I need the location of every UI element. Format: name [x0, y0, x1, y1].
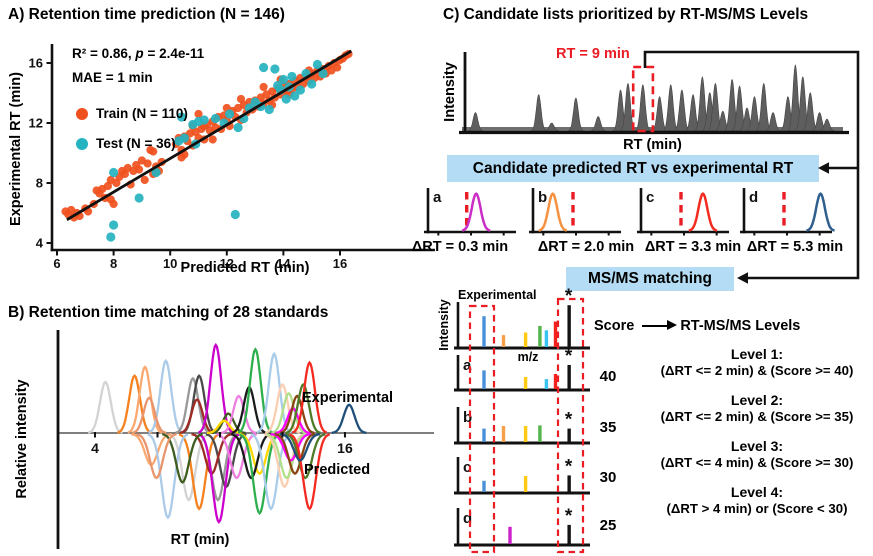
- candidate-banner: Candidate predicted RT vs experimental R…: [447, 155, 819, 182]
- delta-rt-label-c: ΔRT = 3.3 min: [644, 239, 742, 255]
- score-value-d: 25: [599, 517, 617, 534]
- svg-text:12: 12: [220, 256, 234, 271]
- b-experimental-label: Experimental: [302, 390, 394, 406]
- b-xaxis-label: RT (min): [170, 532, 230, 548]
- svg-text:a: a: [433, 189, 442, 206]
- svg-text:*: *: [565, 410, 573, 431]
- arrowhead-candidate-icon: [818, 162, 829, 174]
- b-yaxis-label: Relative intensity: [14, 379, 30, 499]
- p-label: p: [135, 46, 144, 61]
- legend-test: Test (N = 36): [76, 136, 176, 151]
- r2-value: R² = 0.86,: [72, 46, 132, 61]
- p-value: = 2.4e-11: [147, 46, 205, 61]
- svg-text:*: *: [565, 456, 573, 477]
- legend-train-label: Train (N = 110): [96, 106, 188, 121]
- svg-text:16: 16: [333, 256, 347, 271]
- svg-text:*: *: [565, 286, 573, 307]
- c-rt9-annotation: RT = 9 min: [556, 46, 630, 62]
- svg-text:8: 8: [36, 176, 43, 191]
- svg-text:c: c: [463, 459, 471, 476]
- svg-text:16: 16: [337, 440, 353, 456]
- svg-text:d: d: [749, 189, 758, 206]
- test-dot-icon: [76, 137, 88, 150]
- stats-r2: R² = 0.86, p = 2.4e-11: [72, 46, 204, 61]
- train-dot-icon: [76, 107, 88, 120]
- svg-text:*: *: [565, 346, 573, 367]
- a-xaxis-label: Predicted RT (min): [180, 260, 310, 276]
- level-1-title: Level 1:: [730, 346, 784, 362]
- b-predicted-label: Predicted: [304, 462, 371, 478]
- svg-text:d: d: [463, 510, 472, 527]
- c-rt-axis-label: RT (min): [623, 137, 682, 153]
- svg-text:*: *: [565, 506, 573, 527]
- stats-mae: MAE = 1 min: [72, 70, 153, 85]
- panel-c-title: C) Candidate lists prioritized by RT-MS/…: [443, 6, 809, 23]
- right-arrow-icon: [642, 320, 678, 330]
- score-header: Score RT-MS/MS Levels: [594, 318, 800, 334]
- score-value-c: 30: [599, 469, 617, 486]
- legend-test-label: Test (N = 36): [96, 136, 176, 151]
- candidate-panels: a b c d: [424, 188, 835, 236]
- svg-text:14: 14: [276, 256, 291, 271]
- svg-text:c: c: [646, 189, 654, 206]
- level-4-condition: (ΔRT > 4 min) or (Score < 30): [666, 501, 848, 516]
- score-label: Score: [594, 318, 635, 334]
- level-3-condition: (ΔRT <= 4 min) & (Score >= 30): [660, 455, 854, 470]
- levels-label: RT-MS/MS Levels: [680, 318, 801, 334]
- levels-block: Level 1: (ΔRT <= 2 min) & (Score >= 40) …: [640, 342, 873, 516]
- level-3-title: Level 3:: [730, 438, 784, 454]
- level-1-condition: (ΔRT <= 2 min) & (Score >= 40): [660, 363, 854, 378]
- arrowhead-msms-icon: [737, 272, 748, 284]
- panel-a-scatter-plot: 6 8 10 12 14 16 4 8 12 16: [29, 44, 435, 271]
- svg-text:10: 10: [163, 256, 177, 271]
- svg-text:a: a: [463, 357, 472, 374]
- msms-mz-label: m/z: [517, 350, 539, 364]
- score-value-b: 35: [599, 419, 617, 436]
- svg-text:4: 4: [36, 236, 44, 251]
- msms-experimental-label: Experimental: [458, 288, 537, 302]
- svg-text:4: 4: [91, 440, 99, 456]
- msms-intensity-label: Intensity: [437, 299, 451, 351]
- svg-text:12: 12: [29, 116, 43, 131]
- svg-text:b: b: [538, 189, 547, 206]
- panel-b-mirror-plot: 4 16: [56, 330, 434, 549]
- delta-rt-label-d: ΔRT = 5.3 min: [746, 239, 844, 255]
- level-2-condition: (ΔRT <= 2 min) & (Score >= 35): [660, 409, 854, 424]
- a-yaxis-label: Experimental RT (min): [8, 72, 24, 226]
- svg-text:6: 6: [53, 256, 60, 271]
- level-2-title: Level 2:: [730, 392, 784, 408]
- delta-rt-label-a: ΔRT = 0.3 min: [411, 239, 509, 255]
- svg-text:8: 8: [110, 256, 117, 271]
- svg-text:b: b: [463, 409, 472, 426]
- svg-text:16: 16: [29, 56, 43, 71]
- score-value-a: 40: [599, 368, 617, 385]
- msms-spectra: * a * b * c * d *: [454, 286, 590, 554]
- panel-b-title: B) Retention time matching of 28 standar…: [8, 304, 329, 321]
- legend-train: Train (N = 110): [76, 106, 188, 121]
- panel-a-title: A) Retention time prediction (N = 146): [8, 6, 285, 23]
- level-4-title: Level 4:: [730, 484, 784, 500]
- delta-rt-label-b: ΔRT = 2.0 min: [537, 239, 635, 255]
